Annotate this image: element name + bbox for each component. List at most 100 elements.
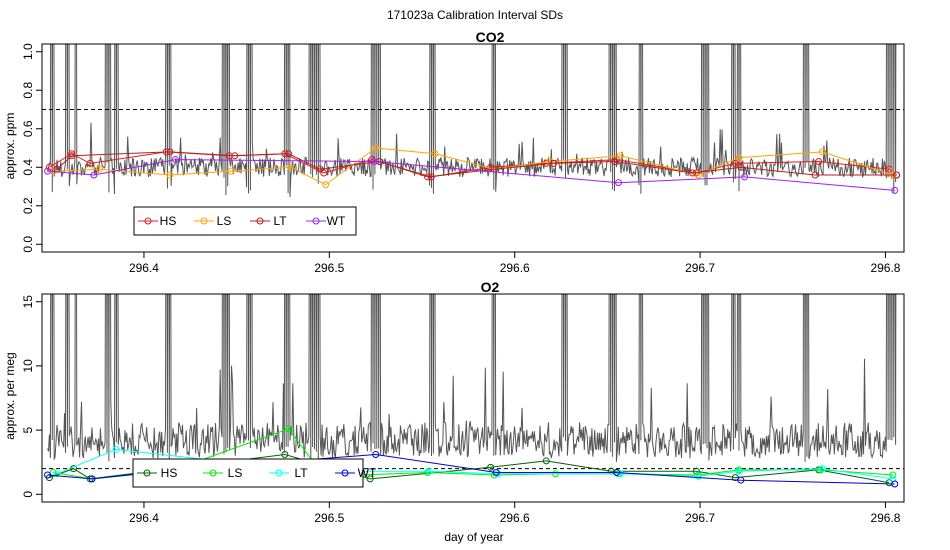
o2-legend-marker-ls — [209, 469, 217, 477]
co2-point-ls — [322, 181, 330, 189]
co2-point-ls — [372, 144, 380, 152]
o2-x-tick-label: 296.4 — [129, 511, 159, 525]
o2-continuous-trace — [47, 294, 897, 462]
o2-point-ls — [817, 466, 825, 474]
co2-plot-frame — [41, 43, 905, 253]
co2-point-lt — [424, 173, 432, 181]
co2-point-ls — [431, 150, 439, 158]
o2-legend-label-ls: LS — [228, 466, 243, 480]
co2-legend-marker-wt — [312, 217, 320, 225]
o2-point-lt — [694, 472, 702, 480]
co2-point-lt — [285, 150, 293, 158]
co2-legend-marker-ls — [200, 217, 208, 225]
co2-point-ls — [166, 171, 174, 179]
o2-point-lt — [425, 467, 433, 475]
o2-title: O2 — [481, 279, 500, 295]
o2-point-hs — [366, 475, 374, 483]
co2-point-wt — [44, 167, 52, 175]
co2-point-lt — [611, 157, 619, 165]
co2-point-ls — [286, 163, 294, 171]
co2-x-tick-label: 296.6 — [500, 261, 530, 275]
co2-point-hs — [45, 163, 53, 171]
panel-o2: O2 approx. per meg 0 5 10 15 296.4 296.5 296.6… — [3, 279, 905, 544]
co2-point-wt — [90, 171, 98, 179]
co2-continuous-trace — [47, 44, 897, 198]
o2-point-wt — [372, 450, 380, 458]
co2-point-ls — [818, 148, 826, 156]
o2-point-wt — [44, 471, 52, 479]
co2-x-tick-label: 296.8 — [870, 261, 900, 275]
o2-point-lt — [494, 470, 502, 478]
o2-y-tick-label: 15 — [21, 295, 35, 309]
co2-point-lt — [316, 165, 324, 173]
o2-point-lt — [616, 470, 624, 478]
o2-y-tick-label: 0 — [21, 491, 35, 498]
co2-series-line-ls — [53, 147, 894, 186]
o2-y-tick-label: 10 — [21, 359, 35, 373]
co2-legend: HS LS LT WT — [133, 206, 357, 236]
o2-y-axis-label: approx. per meg — [3, 352, 17, 439]
panel-co2: CO2 approx. ppm 0.0 0.2 0.4 0.6 0.8 1.0 296.4 2… — [3, 29, 905, 275]
co2-x-tick-label: 296.7 — [685, 261, 715, 275]
co2-point-ls — [616, 152, 624, 160]
co2-point-ls — [546, 157, 554, 165]
co2-point-wt — [171, 156, 179, 164]
co2-x-tick-label: 296.4 — [129, 261, 159, 275]
co2-point-hs — [68, 150, 76, 158]
o2-series-line-lt — [56, 448, 893, 480]
o2-point-wt — [613, 468, 621, 476]
o2-point-lt — [53, 470, 61, 478]
co2-point-lt — [68, 152, 76, 160]
co2-y-tick-label: 0.8 — [21, 82, 35, 99]
o2-point-ls — [285, 425, 293, 433]
co2-point-lt — [811, 171, 819, 179]
co2-point-lt — [689, 169, 697, 177]
o2-series-line-wt — [47, 453, 895, 485]
co2-series-line-lt — [56, 151, 897, 178]
co2-point-ls — [227, 167, 235, 175]
co2-legend-marker-hs — [144, 217, 152, 225]
o2-point-hs — [731, 474, 739, 482]
o2-legend-marker-lt — [275, 469, 283, 477]
co2-y-tick-label: 0.6 — [21, 120, 35, 137]
co2-point-lt — [166, 148, 174, 156]
co2-point-hs — [885, 165, 893, 173]
co2-point-hs — [731, 159, 739, 167]
co2-point-ls — [95, 165, 103, 173]
o2-legend-box — [132, 458, 364, 488]
o2-point-wt — [492, 468, 500, 476]
o2-x-tick-label: 296.7 — [685, 511, 715, 525]
o2-point-lt — [818, 465, 826, 473]
o2-point-hs — [487, 463, 495, 471]
co2-point-wt — [370, 157, 378, 165]
co2-point-wt — [615, 179, 623, 187]
o2-legend-label-wt: WT — [358, 466, 377, 480]
o2-legend-label-hs: HS — [161, 466, 178, 480]
co2-x-tick-label: 296.5 — [314, 261, 344, 275]
o2-point-wt — [88, 475, 96, 483]
co2-title: CO2 — [476, 29, 505, 45]
co2-point-lt — [550, 159, 558, 167]
co2-point-lt — [893, 171, 901, 179]
co2-point-ls — [735, 154, 743, 162]
o2-point-wt — [891, 480, 899, 488]
o2-point-ls — [424, 468, 432, 476]
co2-y-tick-label: 1.0 — [21, 43, 35, 60]
co2-point-hs — [320, 169, 328, 177]
co2-point-lt — [737, 163, 745, 171]
co2-legend-label-ls: LS — [217, 214, 232, 228]
co2-y-tick-label: 0.2 — [21, 197, 35, 214]
o2-legend-marker-hs — [143, 469, 151, 477]
o2-y-tick-label: 5 — [21, 426, 35, 433]
co2-legend-label-wt: WT — [327, 214, 346, 228]
co2-point-wt — [741, 173, 749, 181]
co2-plot-area: 0.0 0.2 0.4 0.6 0.8 1.0 296.4 296.5 296.6 296.7 29… — [21, 43, 905, 275]
co2-point-wt — [891, 186, 899, 194]
o2-plot-frame — [41, 293, 905, 503]
o2-legend: HS LS LT WT — [132, 458, 377, 488]
o2-point-wt — [737, 476, 745, 484]
o2-point-hs — [281, 450, 289, 458]
o2-x-tick-label: 296.5 — [314, 511, 344, 525]
co2-y-tick-label: 0.0 — [21, 236, 35, 253]
